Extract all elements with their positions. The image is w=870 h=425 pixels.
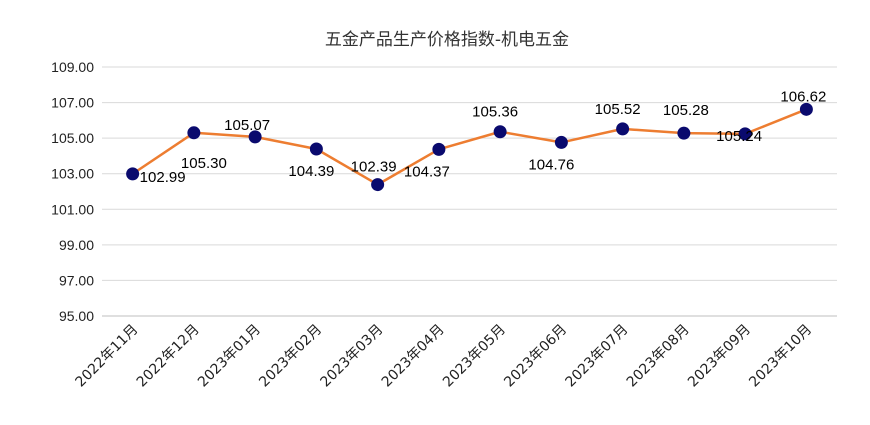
y-tick-label: 99.00 [59,237,94,253]
data-point [493,125,507,139]
data-point [799,102,813,116]
data-label: 105.24 [716,128,762,145]
series-line-group [131,108,807,186]
data-label: 105.07 [224,117,270,134]
y-tick-label: 107.00 [51,95,94,111]
data-label: 105.30 [181,155,227,172]
x-tick-label: 2023年08月 [624,322,693,391]
x-tick-label: 2023年02月 [256,322,325,391]
x-tick-label: 2022年11月 [73,322,142,391]
y-tick-label: 103.00 [51,166,94,182]
data-label: 105.52 [595,101,641,118]
data-label: 106.62 [780,88,826,105]
data-label: 102.39 [351,159,397,176]
chart-title: 五金产品生产价格指数-机电五金 [325,30,569,50]
data-label: 104.39 [288,163,334,180]
data-point [309,142,323,156]
data-point [432,142,446,156]
data-point [738,127,752,141]
x-tick-label: 2023年10月 [746,322,815,391]
data-label: 105.36 [472,104,518,121]
y-tick-label: 97.00 [59,272,94,288]
data-label: 105.28 [663,102,709,119]
data-point [371,178,385,192]
y-tick-label: 105.00 [51,130,94,146]
x-tick-label: 2023年07月 [563,322,632,391]
data-label: 104.37 [404,163,450,180]
data-point [187,126,201,140]
data-point [616,122,630,136]
y-tick-label: 95.00 [59,308,94,324]
data-point [677,126,691,140]
x-tick-label: 2023年03月 [318,322,387,391]
data-points [126,102,813,192]
x-tick-label: 2023年06月 [501,322,570,391]
x-tick-label: 2023年05月 [440,322,509,391]
data-point [126,167,140,181]
x-tick-label: 2023年04月 [379,322,448,391]
x-axis-ticks: 2022年11月2022年12月2023年01月2023年02月2023年03月… [73,322,816,391]
y-tick-label: 101.00 [51,201,94,217]
y-tick-label: 109.00 [51,59,94,75]
gridlines [102,66,837,317]
x-tick-label: 2023年09月 [685,322,754,391]
y-axis-ticks: 95.00 97.00 99.00 101.00 103.00 105.00 107.00 1… [51,59,94,324]
data-point [554,135,568,149]
x-tick-label: 2023年01月 [195,322,264,391]
data-label: 104.76 [528,156,574,173]
series-line [131,108,807,186]
data-label: 102.99 [140,169,186,186]
x-tick-label: 2022年12月 [134,322,203,391]
data-point [248,130,262,144]
